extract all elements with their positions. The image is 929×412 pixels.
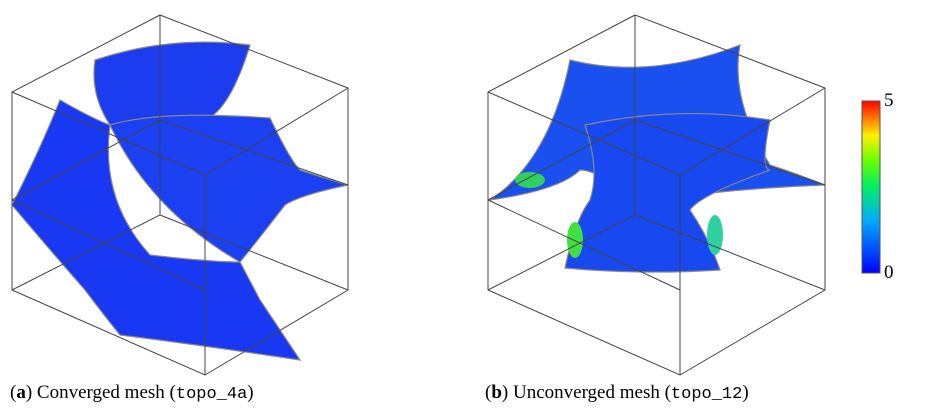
caption-text: ) [742, 382, 748, 403]
caption: (a) Converged mesh (topo_4a) [10, 382, 254, 404]
renderings [0, 0, 929, 412]
caption-text: ) Unconverged mesh ( [502, 382, 671, 403]
hotspot [567, 222, 583, 258]
caption-code: topo_12 [671, 385, 742, 404]
cube-a [12, 15, 348, 375]
caption-text: ) [247, 382, 253, 403]
caption-label: b [491, 382, 502, 403]
colorbar-min: 0 [884, 262, 894, 284]
caption-label: a [16, 382, 26, 403]
caption-code: topo_4a [176, 385, 247, 404]
cube-b [488, 15, 825, 375]
caption-text: ) Converged mesh ( [26, 382, 176, 403]
hotspot [515, 172, 545, 188]
colorbar [862, 101, 880, 273]
colorbar-max: 5 [884, 90, 894, 112]
figure: 5 0 (a) Converged mesh (topo_4a) (b) Unc… [0, 0, 929, 412]
caption: (b) Unconverged mesh (topo_12) [485, 382, 749, 404]
